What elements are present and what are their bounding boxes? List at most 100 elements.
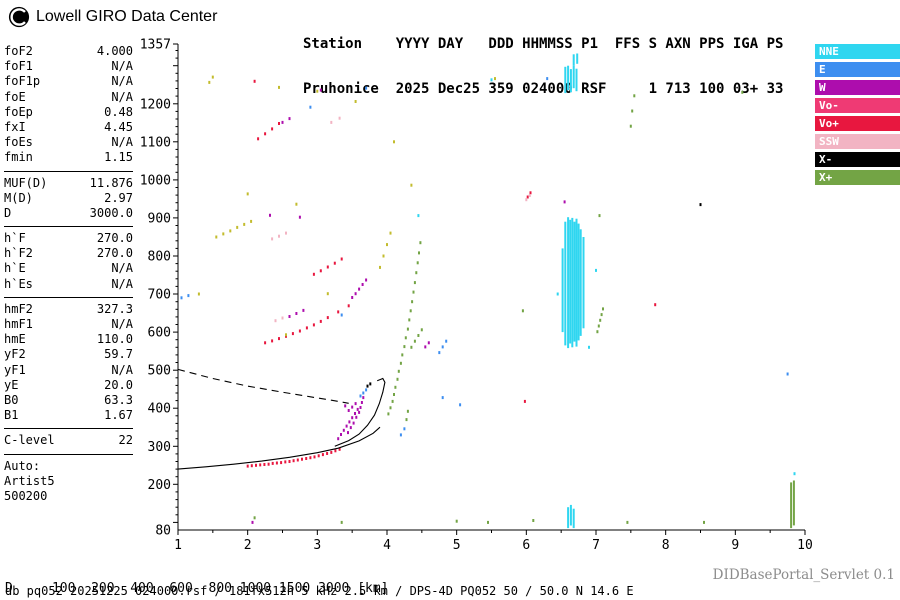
echo-series-other (197, 75, 496, 337)
echo-series-vo- (246, 79, 657, 468)
parameter-value: 3000.0 (89, 205, 133, 220)
x-tick-label: 3 (313, 538, 321, 553)
y-tick-label: 1100 (140, 135, 171, 150)
parameter-label: fxI (4, 119, 26, 134)
parameter-label: C-level (4, 433, 55, 448)
parameter-label: foEs (4, 135, 33, 150)
parameter-value: 1.15 (104, 150, 133, 165)
parameter-row: B0 63.3 (4, 393, 133, 408)
y-tick-label: 600 (148, 326, 171, 341)
legend-item-w: W (815, 80, 900, 95)
echo-series-nne (417, 53, 796, 529)
x-tick-label: 8 (662, 538, 670, 553)
parameter-label: foF1 (4, 59, 33, 74)
parameter-value: N/A (111, 74, 133, 89)
parameter-row: foF2 4.000 (4, 44, 133, 59)
parameter-row: foEs N/A (4, 135, 133, 150)
parameter-label: h`Es (4, 276, 33, 291)
d-row: D 100 200 400 600 800 1000 1500 3000 [km… (5, 581, 389, 596)
parameter-row: foF1p N/A (4, 74, 133, 89)
y-tick-label: 500 (148, 364, 171, 379)
logo-text: Lowell GIRO Data Center (36, 8, 218, 25)
x-tick-label: 9 (731, 538, 739, 553)
parameter-label: h`F (4, 231, 26, 246)
giro-logo-icon (8, 6, 30, 28)
parameter-label: yF2 (4, 347, 26, 362)
parameter-row: hmE 110.0 (4, 332, 133, 347)
parameter-row: foEp 0.48 (4, 105, 133, 120)
legend: NNE E W Vo- Vo+ SSW X- X+ (815, 44, 900, 188)
x-tick-label: 4 (383, 538, 391, 553)
parameter-label: yF1 (4, 362, 26, 377)
parameter-panel: foF2 4.000 foF1 N/A foF1p N/A foE N/A foEp 0.48 fx… (4, 44, 133, 504)
parameter-row: hmF2 327.3 (4, 302, 133, 317)
auto-line: 500200 (4, 488, 48, 503)
parameter-row: fxI 4.45 (4, 120, 133, 135)
parameter-label: hmF2 (4, 301, 33, 316)
x-tick-label: 6 (522, 538, 530, 553)
y-tick-label: 1357 (140, 38, 171, 53)
header-columns-line: Station YYYY DAY DDD HHMMSS P1 FFS S AXN… (303, 36, 784, 52)
legend-item-vo: Vo- (815, 98, 900, 113)
y-tick-label: 400 (148, 402, 171, 417)
y-tick-label: 700 (148, 288, 171, 303)
y-tick-label: 80 (155, 524, 171, 539)
parameter-value: 11.876 (89, 175, 133, 190)
parameter-row: foE N/A (4, 90, 133, 105)
parameter-value: N/A (111, 135, 133, 150)
parameter-row: yF1 N/A (4, 363, 133, 378)
y-tick-label: 300 (148, 440, 171, 455)
parameter-label: B1 (4, 408, 19, 423)
parameter-row: C-level 22 (4, 433, 133, 448)
x-tick-label: 7 (592, 538, 600, 553)
legend-item-nne: NNE (815, 44, 900, 59)
parameter-label: D (4, 205, 12, 220)
servlet-version: DIDBasePortal_Servlet 0.1 (712, 567, 895, 583)
auto-line: Auto: (4, 458, 41, 473)
dashed-extrapolation-line (177, 368, 349, 404)
parameter-row: D 3000.0 (4, 206, 133, 221)
parameter-value: 270.0 (96, 246, 133, 261)
panel-separator (4, 296, 133, 298)
parameter-row: yF2 59.7 (4, 347, 133, 362)
parameter-value: N/A (111, 59, 133, 74)
parameter-row: B1 1.67 (4, 408, 133, 423)
parameter-row: h`F2 270.0 (4, 246, 133, 261)
header-values-line: Pruhonice 2025 Dec25 359 024000 RSF 1 71… (303, 81, 784, 97)
parameter-label: MUF(D) (4, 175, 48, 190)
legend-item-vo: Vo+ (815, 116, 900, 131)
parameter-value: 0.48 (104, 104, 133, 119)
parameter-value: 22 (118, 433, 133, 448)
parameter-row: M(D) 2.97 (4, 191, 133, 206)
parameter-row: yE 20.0 (4, 378, 133, 393)
legend-item-ssw: SSW (815, 134, 900, 149)
parameter-value: 270.0 (96, 231, 133, 246)
echo-series-x- (366, 203, 702, 388)
panel-separator (4, 170, 133, 172)
parameter-value: 1.67 (104, 408, 133, 423)
parameter-label: h`E (4, 261, 26, 276)
parameter-value: N/A (111, 89, 133, 104)
legend-item-x: X+ (815, 170, 900, 185)
y-tick-label: 900 (148, 211, 171, 226)
x-tick-label: 2 (244, 538, 252, 553)
parameter-value: N/A (111, 261, 133, 276)
x-tick-label: 5 (453, 538, 461, 553)
echo-series-e (180, 77, 789, 437)
parameter-value: 20.0 (104, 377, 133, 392)
autoscaled-trace-curve (177, 426, 381, 470)
panel-separator (4, 226, 133, 228)
parameter-value: N/A (111, 276, 133, 291)
legend-item-x: X- (815, 152, 900, 167)
status-line: db pq052 20251225 024000.rsf / 181fx512h… (5, 584, 634, 598)
parameter-value: 63.3 (104, 392, 133, 407)
panel-separator (4, 428, 133, 430)
parameter-label: hmF1 (4, 317, 33, 331)
parameter-label: foF2 (4, 44, 33, 58)
parameter-value: 4.000 (96, 44, 133, 58)
parameter-label: h`F2 (4, 246, 33, 261)
panel-separator (4, 453, 133, 455)
parameter-row: MUF(D) 11.876 (4, 176, 133, 191)
